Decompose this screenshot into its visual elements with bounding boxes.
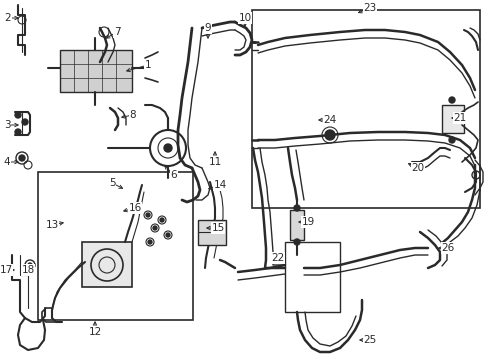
Text: 8: 8 — [130, 110, 136, 120]
Text: 3: 3 — [4, 120, 10, 130]
Text: 5: 5 — [109, 178, 115, 188]
Text: 22: 22 — [271, 253, 285, 263]
Bar — [252, 10, 480, 208]
Bar — [285, 242, 340, 312]
Circle shape — [28, 263, 32, 267]
Text: 6: 6 — [171, 170, 177, 180]
Text: 24: 24 — [323, 115, 337, 125]
Text: 14: 14 — [213, 180, 227, 190]
Bar — [82, 242, 132, 287]
Text: 20: 20 — [412, 163, 424, 173]
Text: 11: 11 — [208, 157, 221, 167]
Bar — [60, 50, 132, 92]
Text: 23: 23 — [364, 3, 377, 13]
Circle shape — [22, 119, 28, 125]
Bar — [442, 105, 464, 133]
Circle shape — [449, 97, 455, 103]
Circle shape — [164, 144, 172, 152]
Circle shape — [294, 239, 300, 245]
Bar — [198, 220, 226, 245]
Circle shape — [166, 233, 170, 237]
Circle shape — [160, 218, 164, 222]
Text: 16: 16 — [128, 203, 142, 213]
Text: 2: 2 — [5, 13, 11, 23]
Bar — [38, 172, 193, 320]
Bar — [290, 210, 304, 240]
Circle shape — [153, 226, 157, 230]
Circle shape — [146, 213, 150, 217]
Circle shape — [19, 155, 25, 161]
Circle shape — [15, 112, 21, 118]
Text: 4: 4 — [4, 157, 10, 167]
Text: 17: 17 — [0, 265, 13, 275]
Circle shape — [148, 240, 152, 244]
Text: 25: 25 — [364, 335, 377, 345]
Text: 1: 1 — [145, 60, 151, 70]
Text: 21: 21 — [453, 113, 466, 123]
Text: 15: 15 — [211, 223, 224, 233]
Text: 7: 7 — [114, 27, 121, 37]
Circle shape — [294, 205, 300, 211]
Circle shape — [449, 137, 455, 143]
Circle shape — [325, 130, 335, 140]
Text: 10: 10 — [239, 13, 251, 23]
Text: 13: 13 — [46, 220, 59, 230]
Circle shape — [15, 129, 21, 135]
Text: 26: 26 — [441, 243, 455, 253]
Text: 9: 9 — [205, 23, 211, 33]
Text: 19: 19 — [301, 217, 315, 227]
Text: 18: 18 — [22, 265, 35, 275]
Text: 12: 12 — [88, 327, 101, 337]
